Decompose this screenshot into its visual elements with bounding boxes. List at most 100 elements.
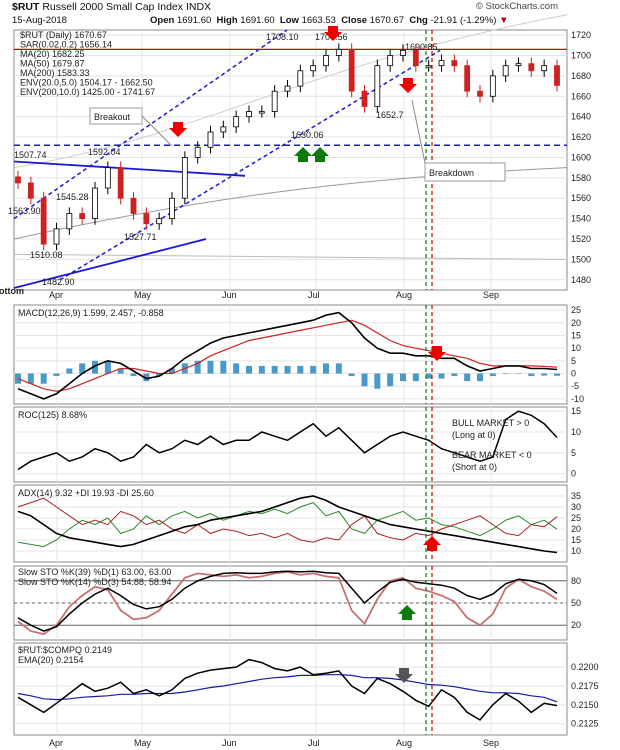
high-label: High — [216, 15, 238, 26]
price-candle — [335, 48, 342, 56]
green-up-arrow-icon — [311, 147, 329, 162]
macd-histogram-bar — [412, 373, 419, 382]
macd-histogram-bar — [156, 373, 163, 377]
price-value-label: 1630.06 — [291, 130, 324, 140]
macd-histogram-bar — [310, 365, 317, 374]
breakout-callout-label: Breakout — [94, 112, 131, 122]
price-ytick-label: 1640 — [571, 112, 591, 122]
price-candle — [169, 197, 175, 220]
price-candle — [297, 70, 304, 87]
ratio-ytick-label: 0.2150 — [571, 700, 599, 710]
macd-ytick-label: -10 — [571, 394, 584, 404]
index-name: Russell 2000 Small Cap Index — [42, 1, 184, 13]
adx-minus-di-line — [17, 497, 558, 543]
macd-histogram-bar — [130, 373, 137, 377]
price-candle — [246, 111, 252, 118]
macd-histogram-bar — [92, 360, 98, 374]
chart-header: $RUT Russell 2000 Small Cap Index INDX ©… — [0, 0, 620, 30]
price-legend-item: ENV(20.0,5.0) 1504.17 - 1662.50 — [20, 78, 153, 88]
macd-histogram-bar — [53, 373, 60, 377]
price-ytick-label: 1500 — [571, 254, 591, 264]
open-value: 1691.60 — [176, 15, 212, 26]
price-candle — [117, 167, 124, 199]
price-xtick-jun: Jun — [222, 290, 237, 300]
adx-ytick-label: 35 — [571, 491, 581, 501]
price-ytick-label: 1540 — [571, 214, 591, 224]
price-candle — [271, 90, 278, 112]
ratio-panel-frame — [13, 642, 568, 736]
adx-line — [17, 495, 558, 554]
macd-histogram-bar — [258, 365, 265, 374]
price-candle — [156, 218, 163, 225]
adx-ytick-label: 25 — [571, 513, 581, 523]
macd-histogram-bar — [387, 373, 394, 387]
bear-short-note: (Short at 0) — [452, 462, 497, 472]
price-ytick-label: 1720 — [571, 30, 591, 40]
price-xtick-apr: Apr — [49, 290, 63, 300]
exchange: INDX — [185, 1, 212, 13]
macd-histogram-bar — [489, 373, 496, 377]
gray-down-arrow-icon — [395, 668, 413, 683]
macd-histogram-bar — [438, 373, 445, 379]
chg-value: -21.91 (-1.29%) — [430, 15, 497, 26]
price-ytick-label: 1620 — [571, 132, 591, 142]
stoch-ytick-label: 50 — [571, 598, 581, 608]
open-label: Open — [150, 15, 175, 26]
price-candle — [310, 65, 317, 72]
roc-ytick-label: 10 — [571, 427, 581, 437]
ratio-xtick-jun: Jun — [222, 738, 237, 748]
price-candle — [79, 213, 86, 220]
breakdown-callout-label: Breakdown — [429, 168, 474, 178]
low-label: Low — [279, 15, 299, 26]
price-legend-item: $RUT (Daily) 1670.67 — [20, 30, 107, 40]
ratio-ema-legend: EMA(20) 0.2154 — [18, 655, 84, 665]
breakdown-callout-box — [424, 162, 506, 182]
macd-histogram-bar — [528, 373, 535, 377]
down-triangle-icon: ▼ — [499, 15, 509, 26]
macd-histogram-bar — [374, 373, 381, 389]
price-legend-item: ENV(200,10.0) 1425.00 - 1741.67 — [20, 87, 155, 97]
macd-histogram-bar — [502, 373, 509, 375]
price-xtick-aug: Aug — [396, 290, 412, 300]
price-candle — [541, 65, 548, 72]
close-value: 1670.67 — [369, 15, 405, 26]
breakout-callout-pointer — [141, 115, 173, 147]
macd-histogram-bar — [194, 360, 201, 374]
price-candle — [143, 213, 150, 225]
price-candle — [400, 49, 406, 56]
trend-channel-lower — [59, 49, 441, 281]
macd-histogram-bar — [284, 365, 291, 374]
price-candle — [323, 55, 329, 67]
price-legend-item: MA(20) 1682.25 — [20, 49, 85, 59]
macd-histogram-bar — [271, 365, 278, 374]
price-legend-item: SAR(0.02,0.2) 1656.14 — [20, 40, 112, 50]
trend-channel-upper — [13, 29, 288, 220]
macd-histogram-bar — [400, 373, 406, 382]
macd-histogram-bar — [541, 373, 548, 376]
date-label: 15-Aug-2018 — [12, 15, 67, 26]
ratio-ytick-label: 0.2125 — [571, 719, 599, 729]
price-legend-item: MA(200) 1583.33 — [20, 68, 90, 78]
stoch-ytick-label: 20 — [571, 620, 581, 630]
roc-line — [17, 410, 558, 471]
adx-ytick-label: 15 — [571, 535, 581, 545]
macd-ytick-label: 5 — [571, 356, 576, 366]
ratio-line — [17, 658, 558, 721]
price-candle — [15, 176, 21, 184]
adx-ytick-label: 30 — [571, 502, 581, 512]
macd-histogram-bar — [169, 368, 175, 374]
price-value-label: 1563.90 — [8, 206, 41, 216]
adx-title: ADX(14) 9.32 +DI 19.93 -DI 25.60 — [18, 488, 154, 498]
macd-histogram-bar — [335, 363, 342, 374]
macd-signal-line — [17, 319, 558, 392]
macd-histogram-bar — [66, 368, 73, 374]
ratio-xtick-apr: Apr — [49, 738, 63, 748]
bull-market-note: BULL MARKET > 0 — [452, 418, 529, 428]
macd-histogram-bar — [361, 373, 368, 387]
price-candle — [348, 48, 355, 92]
symbol: $RUT — [12, 1, 40, 13]
price-candle — [53, 228, 60, 245]
price-candle — [387, 55, 394, 67]
price-candle — [258, 111, 265, 114]
price-ytick-label: 1660 — [571, 91, 591, 101]
